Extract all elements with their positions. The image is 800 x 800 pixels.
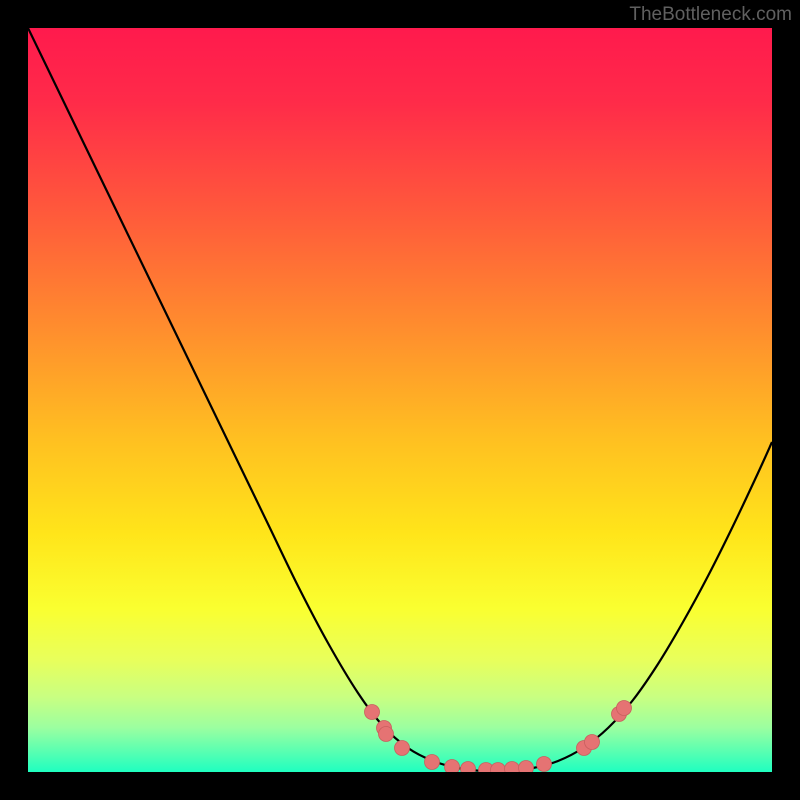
data-marker	[445, 760, 460, 773]
data-marker	[365, 705, 380, 720]
data-marker	[395, 741, 410, 756]
data-marker	[537, 757, 552, 772]
data-marker	[491, 763, 506, 773]
chart-plot-area	[28, 28, 772, 772]
data-marker	[379, 727, 394, 742]
data-marker	[461, 762, 476, 773]
data-markers	[28, 28, 772, 772]
data-marker	[425, 755, 440, 770]
data-marker	[519, 761, 534, 773]
watermark-text: TheBottleneck.com	[629, 4, 792, 26]
data-marker	[617, 701, 632, 716]
data-marker	[505, 762, 520, 773]
data-marker	[585, 735, 600, 750]
